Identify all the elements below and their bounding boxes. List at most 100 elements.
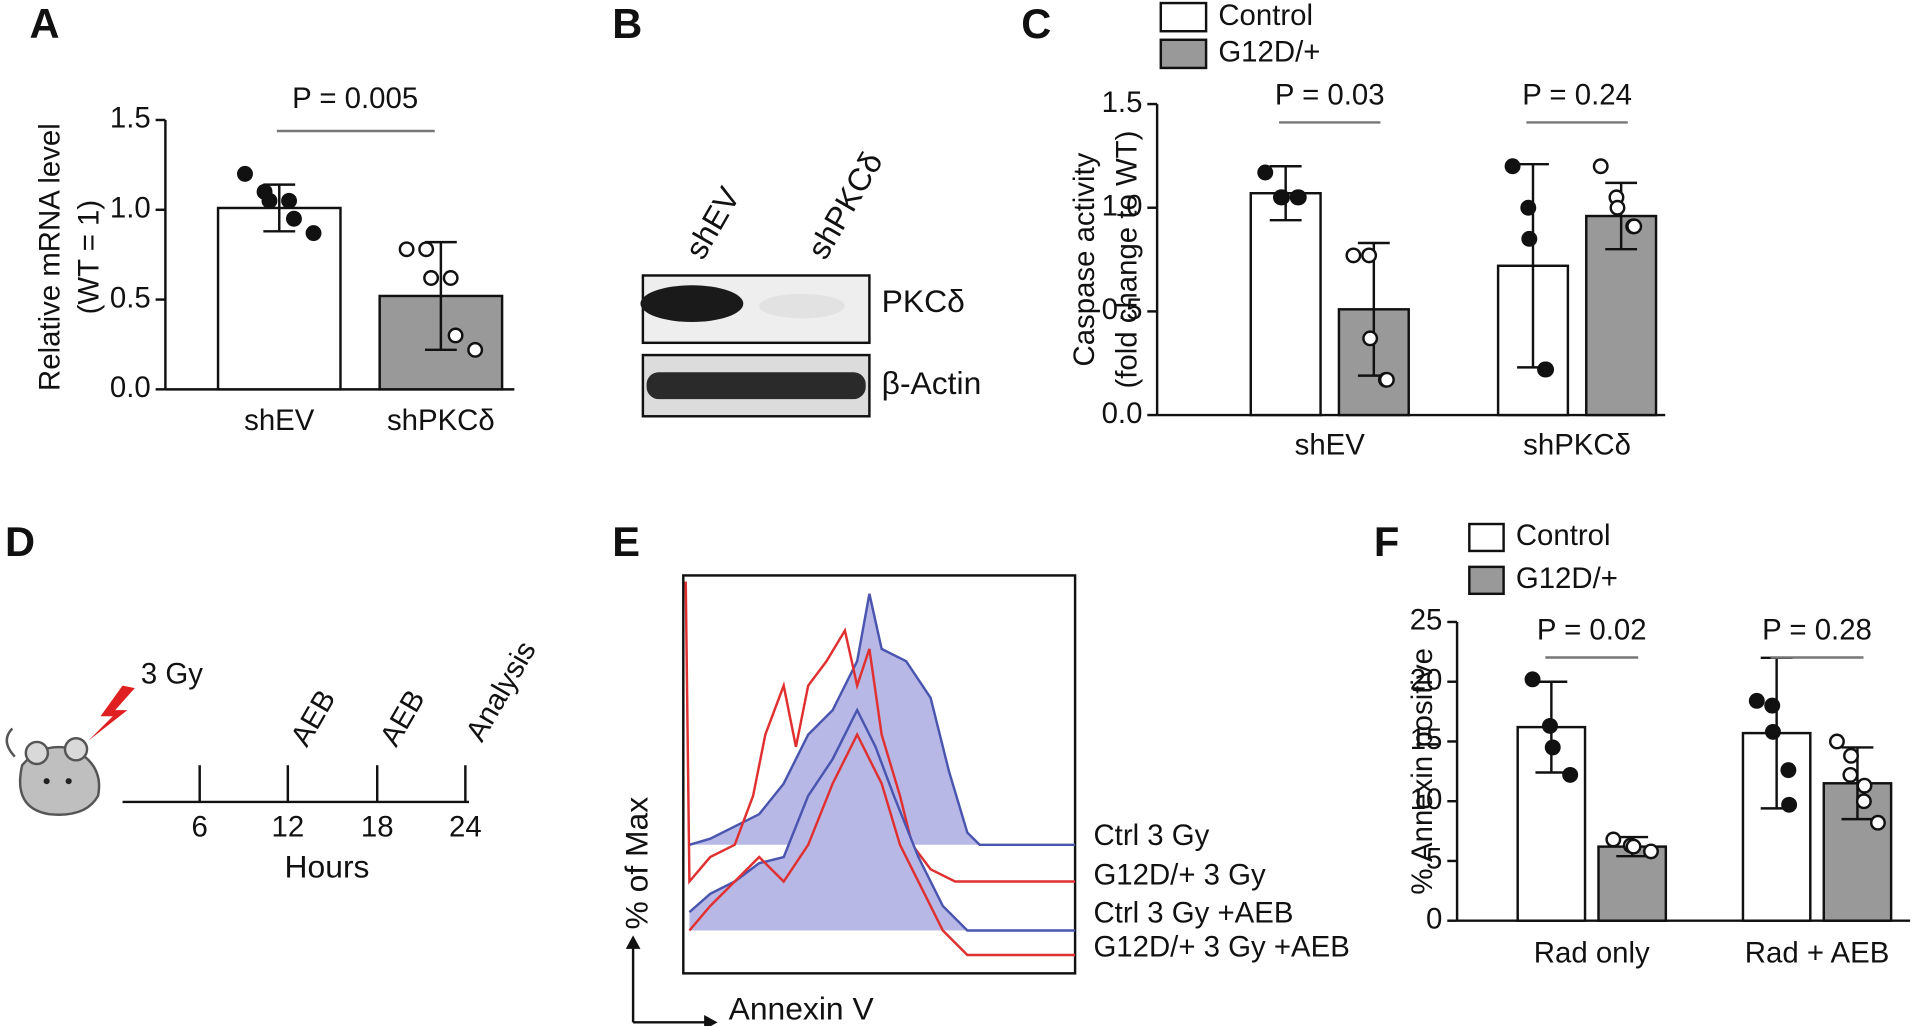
error-bar: [424, 240, 457, 352]
data-point: [1765, 723, 1781, 740]
p-value: P = 0.28: [1762, 614, 1872, 647]
y-tick-label: 0.5: [1102, 293, 1143, 326]
data-point: [1626, 218, 1643, 235]
data-point: [1538, 361, 1555, 378]
data-point: [1855, 793, 1872, 810]
y-tick-label: 25: [1410, 604, 1443, 637]
blot-band: [646, 372, 866, 400]
x-axis-label: Annexin V: [729, 991, 875, 1026]
y-axis-label: % of Max: [619, 797, 655, 930]
data-point: [281, 192, 298, 209]
timeline-tick-label: 18: [361, 811, 394, 844]
y-tick-label: 1.0: [110, 192, 151, 225]
legend-label: G12D/+ 3 Gy +AEB: [1093, 931, 1349, 964]
x-tick-label: shPKCδ: [387, 404, 495, 437]
timeline-event: AEB: [284, 684, 342, 751]
timeline-tick-label: 6: [192, 811, 208, 844]
data-point: [261, 192, 278, 209]
p-value: P = 0.02: [1537, 614, 1647, 647]
data-point: [418, 241, 435, 258]
histograms: [684, 581, 1076, 957]
data-point: [1828, 733, 1845, 750]
panel-letter: A: [29, 0, 59, 47]
error-bar: [263, 183, 296, 233]
x-tick-label: shEV: [1295, 429, 1366, 462]
data-point: [1290, 189, 1307, 206]
blot-band: [759, 293, 845, 319]
data-point: [1592, 158, 1609, 175]
y-tick-label: 0: [1426, 902, 1442, 935]
data-point: [285, 210, 302, 227]
p-value: P = 0.24: [1522, 78, 1632, 111]
y-tick-label: 1.5: [1102, 86, 1143, 119]
data-point: [442, 270, 459, 286]
legend-label: G12D/+: [1218, 36, 1320, 69]
row-label: PKCδ: [882, 283, 965, 319]
data-point: [1781, 796, 1798, 813]
y-tick-label: 0.5: [110, 281, 151, 314]
y-tick-label: 0.0: [110, 371, 151, 404]
panel-letter: E: [612, 518, 640, 565]
data-point: [1780, 762, 1797, 779]
data-point: [1609, 199, 1626, 216]
y-axis-label: (fold change to WT): [1111, 131, 1144, 389]
lane-label: shEV: [678, 180, 748, 265]
lane-label: shPKCδ: [800, 146, 890, 265]
timeline-event: AEB: [374, 684, 432, 751]
panel-letter: B: [612, 0, 642, 47]
bar: [1249, 191, 1322, 417]
legend-swatch: [1159, 1, 1208, 33]
legend-swatch: [1468, 565, 1505, 596]
legend-label: Ctrl 3 Gy: [1093, 819, 1209, 852]
timeline-event: Analysis: [459, 636, 542, 747]
timeline-tick-label: 12: [271, 811, 304, 844]
x-tick-label: Rad only: [1534, 937, 1650, 970]
legend-label: Ctrl 3 Gy +AEB: [1093, 896, 1293, 929]
panel-letter: D: [5, 518, 35, 565]
y-axis-label: Relative mRNA level: [33, 123, 66, 391]
y-tick-label: 20: [1410, 663, 1443, 696]
data-point: [1274, 189, 1290, 206]
p-value: P = 0.005: [292, 82, 418, 115]
arrow-head: [625, 935, 641, 949]
data-point: [1625, 838, 1642, 855]
legend-label: G12D/+ 3 Gy: [1093, 858, 1266, 891]
data-point: [1345, 247, 1362, 264]
data-point: [1520, 199, 1537, 216]
blot-band: [640, 285, 744, 323]
legend-label: Control: [1218, 0, 1313, 32]
data-point: [237, 165, 253, 182]
y-tick-label: 0.0: [1102, 397, 1143, 430]
arrow-head: [704, 1014, 718, 1026]
row-label: β-Actin: [882, 365, 982, 401]
data-point: [423, 270, 440, 286]
p-value: P = 0.03: [1275, 78, 1385, 111]
data-point: [447, 327, 464, 344]
data-point: [467, 341, 484, 358]
data-point: [1378, 371, 1395, 388]
legend-label: G12D/+: [1516, 562, 1618, 595]
legend-label: Control: [1516, 519, 1611, 552]
data-point: [305, 225, 322, 242]
data-point: [1562, 766, 1579, 783]
y-tick-label: 1.0: [1102, 189, 1143, 222]
y-tick-label: 5: [1426, 843, 1442, 876]
data-point: [1542, 717, 1558, 734]
data-point: [1257, 164, 1274, 181]
data-point: [1843, 747, 1859, 764]
panel-letter: F: [1374, 518, 1399, 565]
data-point: [1524, 671, 1541, 688]
data-point: [1842, 766, 1859, 783]
data-point: [1748, 692, 1765, 709]
legend-swatch: [1159, 38, 1208, 70]
timeline-axis-label: Hours: [285, 849, 370, 885]
bar: [216, 206, 342, 391]
data-point: [1361, 247, 1378, 264]
timeline-event: 3 Gy: [141, 658, 203, 691]
plot-frame: [682, 574, 1077, 975]
mouse-icon: [5, 727, 101, 816]
panel-letter: C: [1021, 0, 1051, 47]
y-tick-label: 15: [1410, 723, 1443, 756]
data-point: [1605, 831, 1622, 848]
x-tick-label: shEV: [244, 404, 315, 437]
